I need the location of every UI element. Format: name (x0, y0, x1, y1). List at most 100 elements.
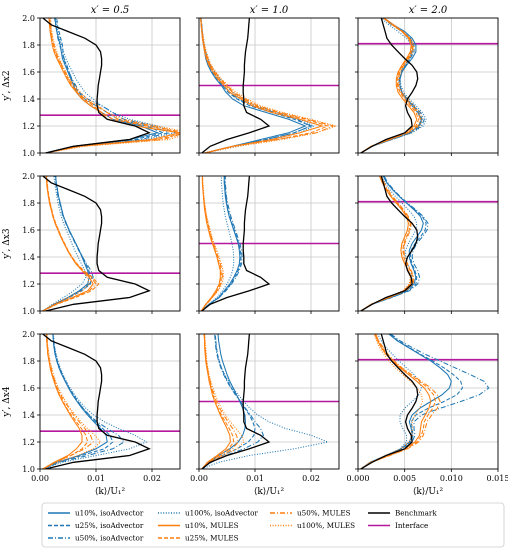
series-line-1 (360, 334, 464, 469)
y-tick-label: 1.0 (22, 465, 35, 474)
series-line-1 (42, 334, 114, 469)
panel-r0-c2 (355, 17, 499, 156)
series-line-7 (360, 334, 423, 469)
axes-frame (357, 17, 499, 154)
series-line-6 (201, 334, 239, 469)
column-title-1: x′ = 1.0 (250, 5, 289, 16)
y-axis-label-row-2: y′, Δx4 (2, 386, 12, 417)
series-line-0 (42, 334, 108, 469)
panel-r1-c2 (355, 175, 499, 314)
y-tick-label: 1.2 (22, 280, 35, 289)
series-line-6 (42, 334, 94, 469)
axes-frame (198, 17, 340, 154)
y-tick-label: 1.6 (22, 68, 35, 77)
series-line-5 (201, 334, 235, 469)
x-tick-label: 0.01 (87, 474, 105, 483)
y-tick-label: 1.8 (22, 41, 35, 50)
series-line-1 (42, 176, 93, 311)
benchmark-line (201, 176, 271, 311)
series-line-3 (360, 334, 423, 469)
column-titles: x′ = 0.5 x′ = 1.0 x′ = 2.0 (91, 5, 448, 16)
series-line-2 (201, 334, 265, 469)
row-ylabels: y′, Δx2 y′, Δx3 y′, Δx4 (2, 70, 12, 417)
series-line-7 (42, 334, 102, 469)
panel-r0-c1 (196, 17, 340, 156)
series-line-7 (201, 334, 245, 469)
series-line-6 (200, 18, 336, 153)
series-line-2 (360, 18, 425, 153)
axes-frame (39, 333, 181, 470)
panels: 1.0 1.2 1.4 1.6 1.8 2.0 1.0 1.2 1.4 1.6 1.8 2.0 1.0 1… (22, 14, 508, 483)
axes-frame (357, 333, 499, 470)
x-tick-label: 0.02 (143, 474, 161, 483)
y-tick-label: 1.0 (22, 149, 35, 158)
series-line-7 (42, 176, 90, 311)
panel-r0-c0: 1.0 1.2 1.4 1.6 1.8 2.0 (22, 14, 181, 158)
y-tick-label: 1.0 (22, 307, 35, 316)
x-tick-label: 0.010 (440, 474, 463, 483)
y-tick-label: 2.0 (22, 172, 35, 181)
benchmark-line (360, 176, 419, 311)
series-line-0 (360, 176, 424, 311)
series-line-3 (45, 18, 177, 153)
benchmark-line (42, 18, 151, 153)
series-line-2 (42, 176, 94, 311)
legend: u10%, isoAdvector u25%, isoAdvector u50%, … (41, 502, 505, 548)
series-line-4 (360, 176, 412, 311)
x-tick-label: 0.000 (347, 474, 370, 483)
series-line-0 (200, 176, 241, 311)
benchmark-line (42, 334, 151, 469)
series-line-4 (42, 334, 83, 469)
legend-label: Interface (395, 521, 428, 530)
x-tick-label: 0.00 (190, 474, 208, 483)
y-tick-label: 1.6 (22, 226, 35, 235)
benchmark-line (42, 176, 151, 311)
x-tick-label: 0.01 (246, 474, 264, 483)
y-tick-label: 1.8 (22, 357, 35, 366)
series-line-5 (45, 18, 180, 153)
x-axis-label-col-1: ⟨k⟩/U₁² (254, 487, 285, 497)
x-tick-label: 0.02 (302, 474, 320, 483)
series-line-2 (42, 334, 125, 469)
legend-label: u25%, isoAdvector (75, 521, 144, 530)
panel-r2-c1: 0.00 0.01 0.02 (190, 333, 340, 483)
panel-r1-c1 (196, 175, 340, 314)
y-tick-label: 1.4 (22, 95, 35, 104)
series-line-2 (200, 176, 243, 311)
series-line-3 (200, 176, 235, 311)
y-tick-label: 1.4 (22, 253, 35, 262)
series-line-0 (45, 18, 160, 153)
series-line-3 (42, 334, 148, 469)
series-line-6 (360, 18, 422, 153)
x-axis-label-col-0: ⟨k⟩/U₁² (95, 487, 126, 497)
benchmark-line (360, 18, 419, 153)
series-line-1 (45, 18, 165, 153)
x-tick-label: 0.00 (31, 474, 49, 483)
column-title-0: x′ = 0.5 (91, 5, 130, 16)
x-tick-label: 0.015 (487, 474, 508, 483)
y-tick-label: 2.0 (22, 330, 35, 339)
legend-label: u50%, isoAdvector (75, 534, 144, 543)
series-line-2 (360, 176, 429, 311)
axes-frame (39, 175, 181, 312)
y-axis-label-row-0: y′, Δx2 (2, 70, 12, 101)
series-line-5 (200, 18, 330, 153)
y-tick-label: 1.2 (22, 438, 35, 447)
x-tick-label: 0.005 (393, 474, 416, 483)
legend-label: u10%, MULES (185, 521, 239, 530)
benchmark-line (201, 18, 271, 153)
series-line-7 (45, 18, 180, 153)
axes-frame (357, 175, 499, 312)
series-line-7 (360, 18, 423, 153)
benchmark-line (360, 334, 419, 469)
x-axis-labels: ⟨k⟩/U₁² ⟨k⟩/U₁² ⟨k⟩/U₁² (95, 487, 444, 497)
series-line-1 (360, 176, 427, 311)
series-line-5 (42, 334, 89, 469)
benchmark-line (201, 334, 271, 469)
series-line-5 (360, 334, 437, 469)
series-line-0 (360, 18, 423, 153)
legend-label: Benchmark (395, 509, 437, 518)
y-tick-label: 1.6 (22, 384, 35, 393)
series-line-6 (45, 18, 180, 153)
